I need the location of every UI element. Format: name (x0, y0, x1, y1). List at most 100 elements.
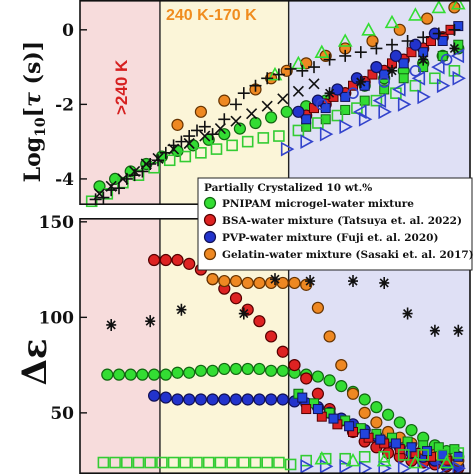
y-label-unit: (s)] (20, 41, 46, 92)
data-point (229, 393, 243, 406)
data-point (253, 315, 266, 328)
data-point (206, 364, 219, 377)
data-point (156, 456, 168, 469)
data-point (261, 456, 274, 469)
data-point (261, 100, 273, 112)
legend: Partially Crystalized 10 wt.% PNIPAM micr… (197, 177, 474, 271)
data-point (301, 114, 312, 125)
data-point (148, 368, 161, 381)
data-point (417, 31, 430, 44)
data-point (361, 22, 376, 36)
data-point (214, 456, 227, 469)
data-point (276, 276, 289, 290)
data-point (140, 158, 152, 170)
series-13 (315, 53, 453, 111)
legend-entry-label: Gelatin-water mixture (Sasaki et. al. 20… (222, 249, 474, 261)
data-point (311, 370, 324, 383)
data-point (288, 276, 301, 290)
data-point (163, 154, 176, 167)
y-tick-label: -2 (55, 95, 74, 115)
data-point (331, 83, 344, 96)
data-point (452, 447, 465, 459)
data-point (97, 456, 110, 469)
data-point (378, 76, 391, 88)
data-point (339, 49, 352, 62)
data-point (432, 27, 445, 40)
data-point (249, 456, 262, 469)
y-tick-label: 50 (50, 404, 74, 424)
data-point (311, 301, 324, 314)
data-point (292, 85, 304, 97)
legend-entry-label: PVP-water mixture (Fuji et. al. 2020) (222, 232, 438, 244)
data-point (288, 359, 301, 372)
y-label-tau: τ (20, 92, 46, 107)
data-point (453, 324, 464, 337)
data-point (311, 387, 324, 400)
data-point (199, 130, 211, 142)
data-point (101, 188, 114, 200)
series-9 (292, 65, 461, 137)
data-point (183, 257, 196, 270)
data-point (297, 392, 308, 403)
data-point (346, 387, 360, 400)
data-point (218, 128, 231, 141)
data-point (292, 105, 305, 118)
data-point (276, 393, 289, 406)
data-point (372, 93, 387, 108)
data-point (198, 120, 211, 133)
data-point (449, 42, 460, 55)
data-point (226, 139, 238, 152)
series-8 (97, 456, 297, 471)
data-point (238, 456, 250, 469)
series-11 (314, 451, 454, 469)
data-point (335, 380, 348, 393)
data-point (129, 165, 141, 178)
data-point (276, 364, 289, 377)
data-point (253, 362, 266, 376)
data-point (265, 330, 278, 343)
data-point (253, 393, 266, 406)
data-point (355, 76, 366, 88)
data-point (431, 59, 445, 75)
data-point (344, 421, 355, 432)
data-point (167, 456, 180, 469)
data-point (218, 94, 231, 107)
series-12 (106, 273, 464, 337)
data-point (191, 124, 203, 137)
data-point (148, 389, 161, 402)
data-point (319, 49, 332, 63)
region-label-mid: 240 K-170 K (166, 7, 257, 24)
data-point (183, 366, 196, 379)
legend-marker (203, 230, 217, 244)
data-point (392, 82, 406, 97)
data-point (308, 78, 320, 90)
legend-entry-label: BSA-water mixture (Tatsuya et. al. 2022) (222, 215, 462, 227)
data-point (300, 134, 314, 149)
data-point (376, 452, 392, 467)
data-point (418, 53, 429, 66)
data-point (202, 456, 215, 469)
data-point (291, 55, 306, 70)
data-point (171, 366, 184, 379)
data-point (168, 143, 180, 155)
data-point (429, 324, 440, 337)
legend-marker (203, 247, 217, 261)
data-point (265, 364, 278, 377)
data-point (370, 42, 383, 55)
data-point (339, 119, 353, 135)
data-point (436, 460, 451, 474)
data-point (229, 292, 243, 305)
data-point (246, 108, 258, 120)
data-point (437, 36, 448, 46)
data-point (265, 111, 278, 124)
data-point (233, 122, 246, 135)
data-point (339, 459, 353, 474)
data-point (179, 456, 192, 469)
data-point (152, 154, 164, 167)
data-point (171, 393, 184, 406)
data-point (393, 23, 406, 36)
y-tick-label: 100 (39, 308, 75, 328)
data-point (226, 456, 238, 469)
data-point (379, 84, 390, 95)
data-point (296, 64, 309, 77)
